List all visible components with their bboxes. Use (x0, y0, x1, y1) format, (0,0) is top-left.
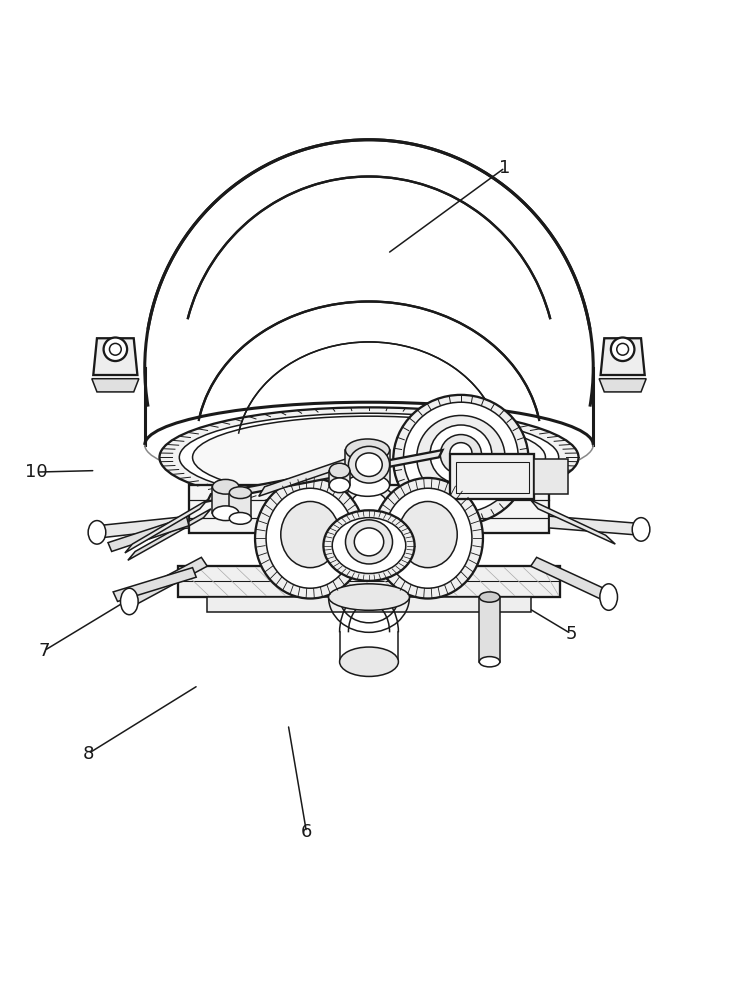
Bar (329, 471, 350, 485)
Ellipse shape (280, 501, 339, 568)
Ellipse shape (179, 413, 559, 501)
Bar (213, 487, 239, 513)
Bar (230, 493, 252, 518)
Ellipse shape (430, 425, 492, 484)
Ellipse shape (632, 518, 650, 541)
Ellipse shape (450, 443, 472, 463)
Ellipse shape (120, 588, 138, 615)
Ellipse shape (479, 657, 500, 667)
Polygon shape (113, 568, 196, 601)
Ellipse shape (384, 488, 472, 588)
Circle shape (103, 338, 127, 361)
Ellipse shape (345, 439, 390, 461)
Ellipse shape (350, 491, 388, 524)
Ellipse shape (88, 521, 106, 544)
Text: 7: 7 (38, 642, 49, 660)
Ellipse shape (332, 518, 406, 574)
Ellipse shape (230, 487, 252, 499)
Circle shape (109, 343, 121, 355)
Text: 8: 8 (83, 745, 94, 763)
Ellipse shape (282, 484, 338, 531)
Ellipse shape (409, 491, 447, 524)
Ellipse shape (600, 584, 618, 610)
Ellipse shape (417, 415, 505, 499)
Ellipse shape (404, 402, 518, 512)
Ellipse shape (213, 479, 239, 494)
Polygon shape (531, 500, 615, 544)
Ellipse shape (479, 592, 500, 602)
Text: 6: 6 (301, 823, 312, 841)
Ellipse shape (213, 506, 239, 521)
Ellipse shape (393, 395, 528, 524)
Ellipse shape (348, 446, 390, 483)
Circle shape (617, 343, 629, 355)
Ellipse shape (329, 478, 350, 493)
Polygon shape (108, 517, 189, 551)
Ellipse shape (230, 512, 252, 524)
Text: 5: 5 (565, 625, 577, 643)
Ellipse shape (399, 501, 458, 568)
Ellipse shape (356, 453, 382, 476)
Bar (345, 450, 390, 485)
Polygon shape (599, 379, 646, 392)
Polygon shape (126, 557, 207, 607)
Polygon shape (549, 516, 641, 535)
Bar (450, 454, 534, 499)
Polygon shape (97, 516, 189, 538)
Polygon shape (93, 338, 137, 375)
Ellipse shape (373, 478, 483, 599)
Polygon shape (189, 485, 549, 533)
Polygon shape (207, 597, 531, 612)
Ellipse shape (159, 407, 579, 507)
Polygon shape (259, 452, 365, 496)
Polygon shape (531, 557, 612, 601)
Bar (456, 462, 529, 493)
Ellipse shape (193, 416, 545, 499)
Polygon shape (125, 500, 207, 553)
Ellipse shape (345, 520, 393, 564)
Polygon shape (92, 379, 139, 392)
Ellipse shape (329, 463, 350, 478)
Circle shape (611, 338, 635, 361)
Ellipse shape (441, 435, 481, 474)
Text: 1: 1 (500, 159, 511, 177)
Ellipse shape (339, 647, 399, 676)
Bar (534, 459, 568, 494)
Polygon shape (601, 338, 645, 375)
Ellipse shape (266, 488, 354, 588)
Ellipse shape (341, 484, 397, 531)
Ellipse shape (354, 528, 384, 556)
Text: 10: 10 (25, 463, 48, 481)
Ellipse shape (291, 491, 329, 524)
Polygon shape (128, 509, 211, 560)
Polygon shape (207, 450, 443, 501)
Polygon shape (178, 566, 560, 597)
Ellipse shape (400, 484, 456, 531)
Bar (479, 597, 500, 662)
Ellipse shape (323, 510, 415, 581)
Ellipse shape (255, 478, 365, 599)
Ellipse shape (345, 474, 390, 496)
Ellipse shape (328, 584, 410, 610)
